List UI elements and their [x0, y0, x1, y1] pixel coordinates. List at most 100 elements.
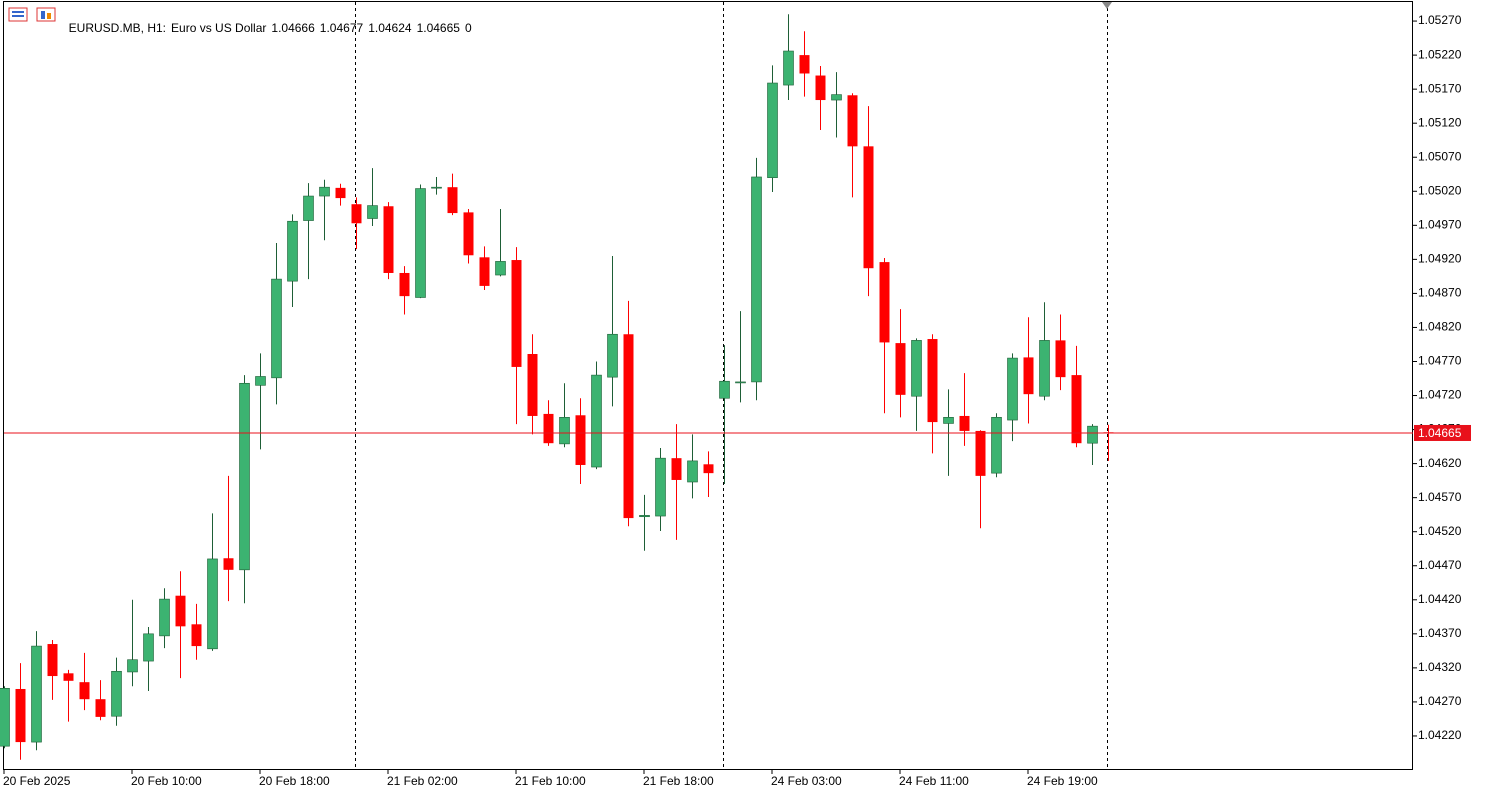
open: 1.04666: [271, 21, 315, 35]
candle-body: [863, 146, 874, 269]
y-tick-label: 1.04470: [1418, 558, 1462, 572]
candle-body: [591, 374, 602, 468]
candle-body: [31, 645, 42, 743]
candle-body: [1007, 357, 1018, 421]
candle: [447, 173, 458, 216]
description: Euro vs US Dollar: [171, 21, 267, 35]
candle-body: [191, 624, 202, 647]
candle: [303, 183, 314, 280]
x-tick-label: 21 Feb 02:00: [387, 774, 458, 788]
candle: [895, 309, 906, 418]
y-tick-label: 1.04720: [1418, 388, 1462, 402]
y-tick-label: 1.05270: [1418, 13, 1462, 27]
candle: [63, 669, 74, 722]
chart-header: EURUSD.MB, H1: Euro vs US Dollar 1.04666 1.…: [62, 7, 477, 35]
y-tick-label: 1.05170: [1418, 81, 1462, 95]
candle-body: [991, 417, 1002, 474]
candle-body: [559, 417, 570, 445]
icon: [12, 15, 24, 17]
x-tick-label: 24 Feb 03:00: [771, 774, 842, 788]
y-tick-label: 1.04270: [1418, 694, 1462, 708]
candle: [687, 434, 698, 499]
candle-body: [1055, 340, 1066, 378]
candle-body: [975, 430, 986, 476]
candle: [1087, 424, 1098, 465]
x-tick-label: 24 Feb 19:00: [1027, 774, 1098, 788]
header-icons: [8, 7, 56, 22]
candle: [671, 424, 682, 540]
candle-body: [799, 55, 810, 74]
y-tick-label: 1.04370: [1418, 626, 1462, 640]
candle-body: [719, 380, 730, 399]
candle-body: [335, 187, 346, 199]
candle-body: [111, 670, 122, 717]
candle-body: [143, 633, 154, 662]
y-tick-label: 1.04320: [1418, 660, 1462, 674]
y-tick-label: 1.05020: [1418, 183, 1462, 197]
candle-body: [927, 339, 938, 423]
candle: [143, 627, 154, 692]
candle: [1071, 345, 1082, 448]
candle-body: [1023, 357, 1034, 395]
candle-body: [223, 558, 234, 570]
candle-body: [287, 220, 298, 282]
candle: [335, 183, 346, 206]
candle: [159, 588, 170, 649]
candle-body: [735, 381, 746, 384]
candle: [111, 657, 122, 726]
candle: [0, 686, 10, 749]
icon: [47, 13, 51, 19]
candle-body: [383, 206, 394, 273]
candle: [879, 258, 890, 414]
candle-body: [623, 334, 634, 519]
close: 1.04665: [416, 21, 460, 35]
candle: [959, 373, 970, 446]
candle-body: [463, 212, 474, 256]
candle-body: [159, 598, 170, 637]
candle: [751, 157, 762, 401]
y-tick-label: 1.05120: [1418, 115, 1462, 129]
candle: [207, 513, 218, 651]
candle-body: [175, 595, 186, 627]
candle-body: [1039, 340, 1050, 397]
candle: [607, 255, 618, 407]
low: 1.04624: [368, 21, 412, 35]
candle-body: [367, 205, 378, 219]
candle-body: [271, 278, 282, 379]
candle: [191, 603, 202, 660]
candle-body: [447, 187, 458, 214]
candle: [831, 72, 842, 138]
shift-marker: [1102, 2, 1112, 9]
candle-body: [767, 82, 778, 178]
candle-body: [255, 376, 266, 386]
candle: [127, 599, 138, 687]
candle-body: [655, 457, 666, 517]
candle: [815, 66, 826, 130]
candle-body: [687, 460, 698, 483]
candle: [543, 400, 554, 446]
candle: [591, 361, 602, 470]
candle: [351, 197, 362, 250]
candle: [1039, 302, 1050, 401]
candle: [1023, 317, 1034, 424]
candle-body: [351, 204, 362, 224]
candle-body: [911, 340, 922, 397]
candle-body: [831, 94, 842, 101]
candle-body: [879, 262, 890, 343]
candle: [863, 106, 874, 297]
candle-body: [95, 699, 106, 717]
x-tick-label: 20 Feb 18:00: [259, 774, 330, 788]
candle: [927, 334, 938, 454]
candle-body: [319, 186, 330, 197]
candle-body: [431, 186, 442, 189]
candle-body: [47, 644, 58, 677]
icon: [12, 11, 24, 13]
candle: [415, 184, 426, 299]
candle: [431, 176, 442, 195]
y-tick-label: 1.05070: [1418, 149, 1462, 163]
candle-body: [895, 343, 906, 395]
icon: [36, 7, 56, 22]
y-tick-label: 1.04620: [1418, 456, 1462, 470]
